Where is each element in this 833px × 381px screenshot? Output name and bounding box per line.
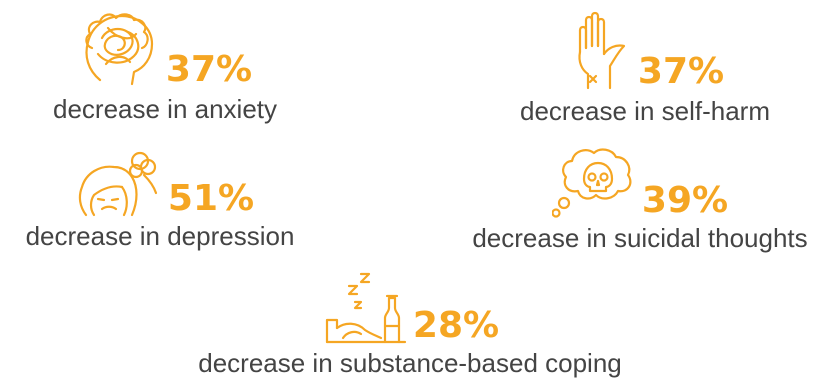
raised-hand-icon xyxy=(566,8,636,90)
stat-anxiety-header: 37% xyxy=(20,8,310,88)
stat-suicidal-thoughts-value: 39% xyxy=(641,180,729,221)
stat-suicidal-thoughts: 39% decrease in suicidal thoughts xyxy=(450,145,830,251)
stat-depression-value: 51% xyxy=(167,178,255,219)
stat-suicidal-thoughts-label: decrease in suicidal thoughts xyxy=(472,223,808,253)
stat-self-harm-label: decrease in self-harm xyxy=(520,96,770,126)
stat-depression-header: 51% xyxy=(5,145,315,217)
tangled-brain-head-icon xyxy=(78,8,164,88)
sad-face-head-icon xyxy=(66,145,166,217)
stat-anxiety-label: decrease in anxiety xyxy=(52,94,278,124)
stat-self-harm: 37% decrease in self-harm xyxy=(495,8,795,124)
stat-self-harm-header: 37% xyxy=(495,8,795,90)
stat-suicidal-thoughts-header: 39% xyxy=(450,145,830,219)
stat-substance-based-coping-header: 28% xyxy=(160,268,660,344)
stat-anxiety: 37% decrease in anxiety xyxy=(20,8,310,122)
sleeping-bottle-icon xyxy=(321,268,411,344)
stat-substance-based-coping-value: 28% xyxy=(412,305,500,346)
stat-anxiety-value: 37% xyxy=(165,49,253,90)
stat-substance-based-coping-label: decrease in substance-based coping xyxy=(198,348,622,378)
skull-thought-bubble-icon xyxy=(551,145,640,219)
stat-substance-based-coping: 28% decrease in substance-based coping xyxy=(160,268,660,376)
stat-depression-label: decrease in depression xyxy=(25,221,295,251)
stat-self-harm-value: 37% xyxy=(637,51,725,92)
stat-depression: 51% decrease in depression xyxy=(5,145,315,249)
